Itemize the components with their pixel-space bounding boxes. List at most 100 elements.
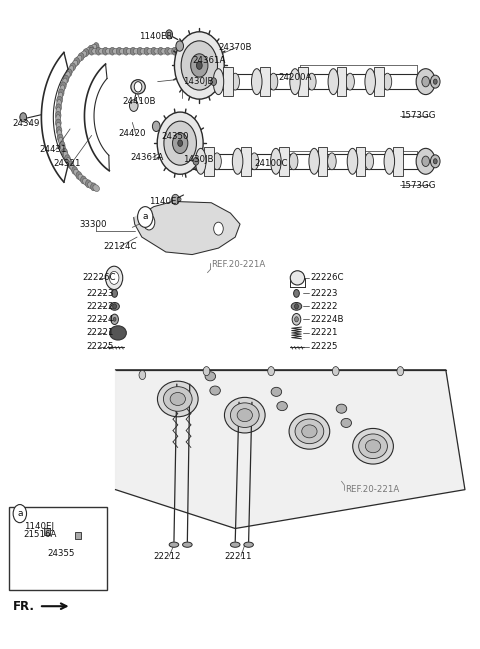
Ellipse shape bbox=[56, 122, 61, 131]
Ellipse shape bbox=[154, 48, 161, 54]
Ellipse shape bbox=[68, 66, 73, 74]
Text: 24355: 24355 bbox=[48, 548, 75, 557]
Circle shape bbox=[165, 47, 170, 55]
Circle shape bbox=[431, 155, 440, 168]
Ellipse shape bbox=[252, 69, 262, 95]
Ellipse shape bbox=[93, 185, 99, 191]
Circle shape bbox=[137, 47, 143, 55]
Polygon shape bbox=[116, 370, 465, 528]
Ellipse shape bbox=[327, 153, 336, 170]
Text: a: a bbox=[143, 212, 148, 221]
Circle shape bbox=[88, 45, 94, 53]
Circle shape bbox=[58, 134, 63, 142]
Circle shape bbox=[81, 176, 86, 184]
Text: 22222: 22222 bbox=[86, 302, 113, 311]
Text: 24349: 24349 bbox=[12, 119, 40, 129]
Ellipse shape bbox=[110, 302, 120, 310]
Ellipse shape bbox=[161, 48, 168, 54]
Circle shape bbox=[172, 133, 188, 154]
Ellipse shape bbox=[88, 182, 94, 189]
Text: a: a bbox=[17, 509, 23, 518]
Ellipse shape bbox=[225, 397, 265, 433]
Text: 24100C: 24100C bbox=[254, 160, 288, 168]
Text: 22226C: 22226C bbox=[82, 273, 116, 282]
Circle shape bbox=[103, 47, 108, 55]
FancyBboxPatch shape bbox=[204, 147, 214, 175]
Ellipse shape bbox=[57, 99, 61, 108]
Circle shape bbox=[109, 271, 119, 284]
Text: 24321: 24321 bbox=[53, 160, 81, 168]
Circle shape bbox=[196, 62, 202, 69]
Ellipse shape bbox=[353, 428, 394, 464]
Ellipse shape bbox=[72, 60, 78, 68]
FancyBboxPatch shape bbox=[44, 528, 49, 535]
Text: 22223: 22223 bbox=[86, 289, 113, 298]
Ellipse shape bbox=[213, 153, 221, 170]
Circle shape bbox=[295, 304, 299, 309]
Circle shape bbox=[179, 47, 184, 55]
Circle shape bbox=[72, 167, 77, 175]
Text: 24350: 24350 bbox=[161, 132, 189, 141]
Circle shape bbox=[91, 183, 96, 191]
Circle shape bbox=[130, 47, 136, 55]
Circle shape bbox=[111, 314, 119, 324]
Text: 22224: 22224 bbox=[86, 315, 113, 324]
Ellipse shape bbox=[59, 137, 64, 146]
Ellipse shape bbox=[133, 48, 140, 54]
Circle shape bbox=[171, 194, 179, 204]
Circle shape bbox=[176, 41, 183, 51]
Ellipse shape bbox=[120, 48, 126, 54]
FancyBboxPatch shape bbox=[223, 67, 233, 96]
Ellipse shape bbox=[181, 48, 188, 54]
Circle shape bbox=[76, 171, 82, 179]
Circle shape bbox=[433, 159, 437, 164]
Text: REF.20-221A: REF.20-221A bbox=[345, 485, 399, 494]
Ellipse shape bbox=[277, 402, 288, 411]
Circle shape bbox=[20, 113, 26, 122]
Text: 22224B: 22224B bbox=[311, 315, 344, 324]
Circle shape bbox=[292, 313, 301, 325]
Circle shape bbox=[96, 47, 101, 55]
Circle shape bbox=[144, 47, 150, 55]
Circle shape bbox=[134, 82, 142, 92]
Ellipse shape bbox=[213, 69, 224, 95]
FancyBboxPatch shape bbox=[318, 147, 327, 175]
Ellipse shape bbox=[62, 78, 67, 87]
Circle shape bbox=[214, 222, 223, 235]
Text: 24361A: 24361A bbox=[192, 56, 226, 65]
Circle shape bbox=[144, 214, 155, 230]
Ellipse shape bbox=[58, 92, 63, 101]
Circle shape bbox=[89, 47, 95, 55]
Ellipse shape bbox=[289, 153, 298, 170]
Circle shape bbox=[85, 180, 91, 188]
Ellipse shape bbox=[83, 178, 89, 186]
Ellipse shape bbox=[66, 158, 72, 166]
Ellipse shape bbox=[271, 149, 281, 174]
Circle shape bbox=[422, 77, 430, 87]
Text: 22225: 22225 bbox=[311, 342, 338, 351]
Circle shape bbox=[58, 89, 64, 97]
Ellipse shape bbox=[163, 387, 192, 411]
Circle shape bbox=[55, 112, 61, 119]
Circle shape bbox=[416, 149, 435, 174]
Circle shape bbox=[78, 53, 84, 60]
Ellipse shape bbox=[170, 393, 185, 406]
Ellipse shape bbox=[63, 151, 69, 160]
Text: 22221: 22221 bbox=[311, 328, 338, 337]
Ellipse shape bbox=[60, 85, 65, 93]
Circle shape bbox=[193, 158, 199, 165]
Circle shape bbox=[57, 96, 62, 104]
Ellipse shape bbox=[384, 149, 395, 174]
Text: 22222: 22222 bbox=[311, 302, 338, 311]
Text: 22226C: 22226C bbox=[311, 273, 344, 282]
Circle shape bbox=[164, 121, 196, 165]
Circle shape bbox=[113, 304, 117, 309]
Ellipse shape bbox=[80, 51, 86, 58]
Circle shape bbox=[66, 69, 72, 77]
Circle shape bbox=[93, 43, 99, 51]
FancyBboxPatch shape bbox=[279, 147, 289, 175]
Circle shape bbox=[174, 32, 224, 99]
Circle shape bbox=[422, 156, 430, 167]
Circle shape bbox=[59, 141, 65, 149]
Ellipse shape bbox=[74, 169, 80, 177]
